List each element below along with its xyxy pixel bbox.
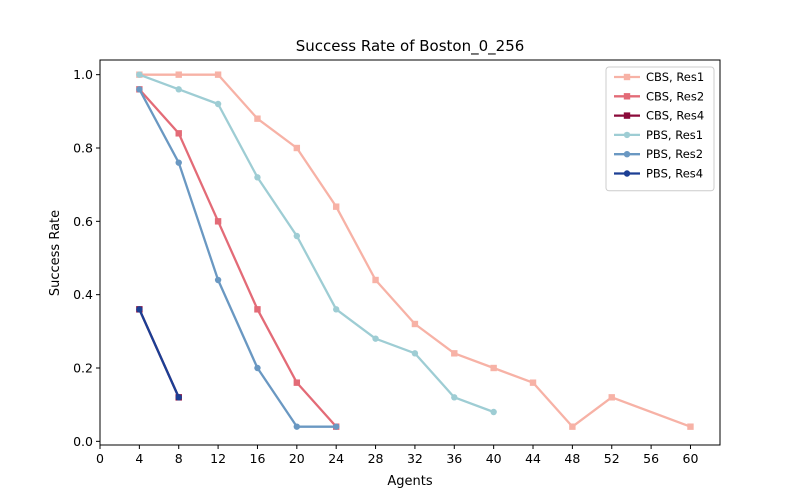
x-tick-label-1: 4: [135, 451, 143, 466]
legend-label-cbs-res4: CBS, Res4: [646, 109, 704, 123]
point-cbs-res2-1: [175, 130, 182, 137]
point-cbs-res1-6: [372, 276, 379, 284]
legend-label-pbs-res1: PBS, Res1: [646, 128, 703, 142]
point-cbs-res1-2: [214, 71, 222, 78]
x-tick-label-10: 40: [486, 451, 502, 466]
y-tick-label-3: 0.6: [73, 214, 93, 229]
series-line-cbs-res1: [139, 73, 691, 428]
legend-label-cbs-res1: CBS, Res1: [646, 70, 704, 84]
legend-label-cbs-res2: CBS, Res2: [646, 89, 704, 103]
x-tick-label-6: 24: [328, 451, 344, 466]
series-line-pbs-res2: [138, 88, 337, 428]
point-pbs-res2-5: [332, 423, 340, 430]
y-axis-label: Success Rate: [48, 210, 63, 296]
point-pbs-res1-4: [293, 232, 301, 240]
point-cbs-res2-4: [293, 379, 301, 386]
legend-marker-cbs-res1: [623, 73, 631, 81]
point-cbs-res1-9: [490, 364, 497, 372]
x-tick-label-4: 16: [250, 451, 266, 466]
x-tick-label-3: 12: [210, 451, 226, 466]
point-cbs-res1-3: [254, 115, 261, 122]
y-tick-label-4: 0.8: [73, 141, 93, 156]
legend-box: [605, 66, 715, 192]
point-pbs-res2-2: [214, 276, 222, 284]
point-pbs-res2-1: [175, 159, 182, 166]
legend: CBS, Res1 CBS, Res2 CBS, Res4 PBS, Res1 PBS,…: [605, 66, 715, 192]
point-pbs-res1-2: [214, 100, 222, 108]
point-cbs-res1-5: [332, 203, 340, 210]
point-pbs-res1-7: [411, 350, 419, 357]
legend-marker-pbs-res1: [623, 131, 631, 139]
point-pbs-res2-4: [293, 423, 301, 430]
y-tick-label-5: 1.0: [73, 67, 93, 82]
point-cbs-res1-10: [529, 379, 537, 386]
point-cbs-res2-2: [214, 218, 222, 225]
x-axis-label: Agents: [387, 474, 432, 489]
x-tick-label-15: 60: [683, 451, 699, 466]
point-pbs-res1-8: [451, 394, 458, 401]
y-tick-label-2: 0.4: [73, 287, 93, 302]
chart-title: Success Rate of Boston_0_256: [296, 37, 525, 56]
point-cbs-res1-1: [175, 71, 182, 78]
x-tick-label-5: 20: [289, 451, 305, 466]
plot-frame: [99, 59, 721, 446]
point-pbs-res4-0: [136, 306, 143, 313]
point-pbs-res1-0: [136, 71, 143, 78]
legend-label-pbs-res4: PBS, Res4: [646, 167, 703, 181]
point-pbs-res1-1: [175, 86, 182, 93]
series-line-pbs-res4: [138, 308, 180, 398]
point-pbs-res4-1: [175, 394, 182, 401]
point-cbs-res1-7: [411, 320, 419, 328]
y-tick-label-1: 0.2: [73, 361, 93, 376]
series-line-pbs-res1: [138, 73, 495, 414]
x-tick-label-7: 28: [368, 451, 384, 466]
x-tick-label-12: 48: [564, 451, 580, 466]
x-tick-label-0: 0: [96, 451, 104, 466]
point-cbs-res1-11: [569, 423, 576, 430]
point-pbs-res1-9: [490, 408, 497, 416]
legend-marker-cbs-res2: [623, 93, 631, 100]
x-tick-label-11: 44: [525, 451, 541, 466]
series-line-cbs-res2: [138, 88, 338, 428]
x-tick-label-8: 32: [407, 451, 423, 466]
point-cbs-res1-12: [608, 394, 615, 401]
point-cbs-res1-8: [451, 350, 458, 357]
point-pbs-res1-3: [254, 174, 261, 181]
plot-area: 0 4 8 12 16 20 24 28 32 36 40 44 48 52 56 600.00.20.40.…: [73, 59, 721, 466]
legend-label-pbs-res2: PBS, Res2: [646, 147, 703, 161]
point-cbs-res1-4: [293, 144, 301, 152]
legend-marker-cbs-res4: [623, 112, 631, 119]
point-pbs-res1-5: [332, 306, 340, 313]
x-tick-label-2: 8: [175, 451, 183, 466]
point-pbs-res2-0: [136, 86, 143, 93]
x-tick-label-14: 56: [643, 451, 659, 466]
x-tick-label-13: 52: [604, 451, 620, 466]
point-pbs-res1-6: [372, 335, 379, 342]
legend-marker-pbs-res4: [623, 170, 631, 177]
y-tick-label-0: 0.0: [73, 434, 93, 449]
x-tick-label-9: 36: [446, 451, 462, 466]
legend-marker-pbs-res2: [623, 151, 631, 158]
point-cbs-res1-13: [687, 423, 694, 430]
point-cbs-res2-3: [254, 306, 261, 313]
point-pbs-res2-3: [254, 364, 261, 372]
